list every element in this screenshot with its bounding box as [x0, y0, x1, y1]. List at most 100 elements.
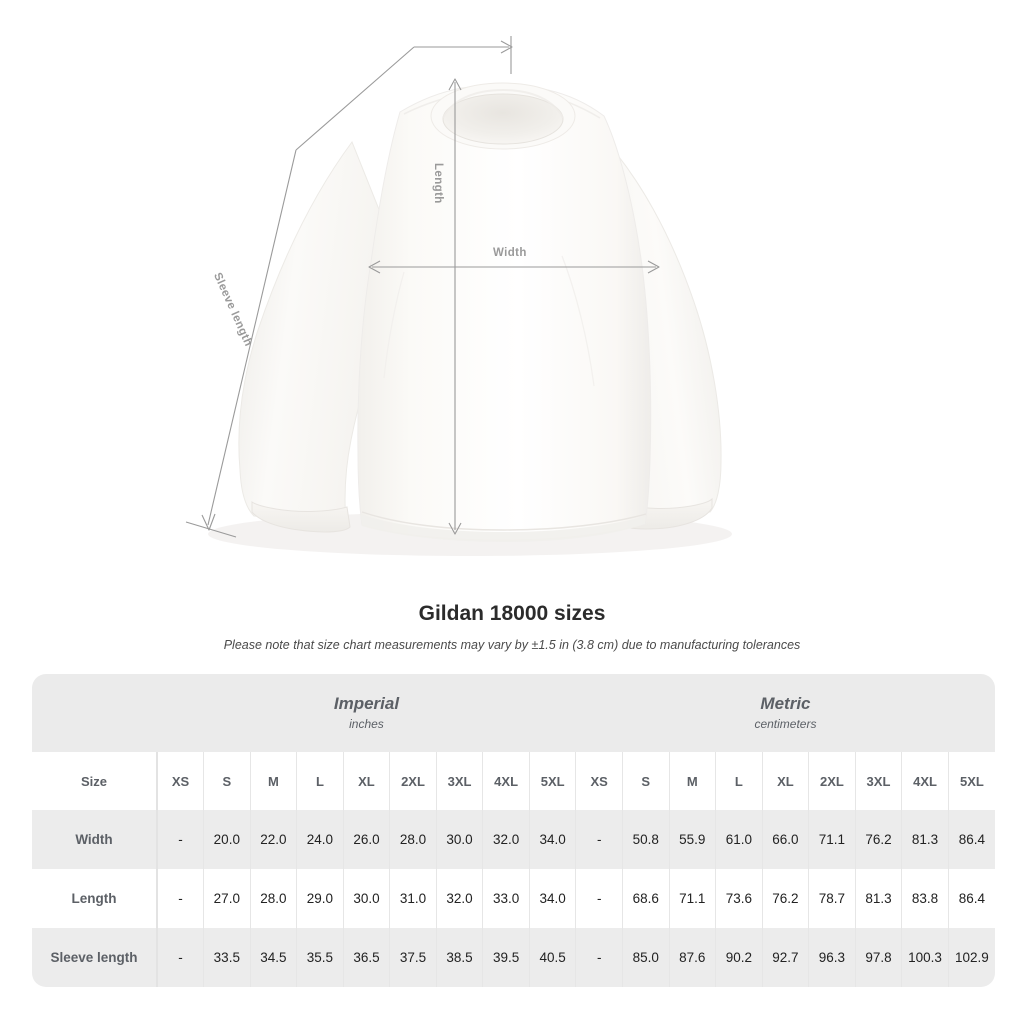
page-title: Gildan 18000 sizes: [418, 602, 606, 625]
table-row: Length -27.0 28.0 29.0 30.0 31.0 32.0 33.0 34.0-…: [32, 869, 995, 928]
length-annotation-label: Length: [432, 163, 444, 204]
measurement-cell: 40.5: [528, 928, 576, 987]
table-row: Width -20.0 22.0 24.0 26.0 28.0 30.0 32.0 34.0-5…: [32, 810, 995, 869]
size-column-header: 2XL: [389, 752, 437, 810]
sleeve-arrowhead-bottom: [201, 513, 216, 531]
measurement-cell: 26.0: [342, 810, 390, 869]
measurement-cell: 29.0: [296, 869, 344, 928]
width-arrowhead-left: [368, 260, 381, 274]
size-header-label: Size: [32, 752, 157, 810]
left-armhole-fold: [383, 271, 405, 379]
size-column-header: M: [668, 752, 716, 810]
unit-system-unit: centimeters: [754, 717, 817, 731]
measurement-cell: 61.0: [715, 810, 763, 869]
measurement-cell: 86.4: [947, 869, 995, 928]
measurement-cell: 33.0: [482, 869, 530, 928]
measurement-cell: 86.4: [947, 810, 995, 869]
measurement-cell: 90.2: [715, 928, 763, 987]
measurement-cell: 24.0: [296, 810, 344, 869]
measurement-cell: 102.9: [947, 928, 995, 987]
measurement-cell: 71.1: [808, 810, 856, 869]
width-arrowhead-right: [647, 260, 660, 274]
measurement-cell: -: [575, 928, 623, 987]
size-column-header: M: [249, 752, 297, 810]
hem-seam: [361, 511, 647, 531]
left-cuff: [251, 501, 351, 533]
size-column-header: S: [203, 752, 251, 810]
sweatshirt-illustration: [185, 36, 732, 556]
unit-system-header-row: Imperial inches Metric centimeters: [32, 674, 995, 752]
measurement-cell: 81.3: [901, 810, 949, 869]
tolerance-note: Please note that size chart measurements…: [223, 638, 801, 652]
sweatshirt-body: [357, 84, 652, 541]
measurement-cell: 31.0: [389, 869, 437, 928]
measurement-cell: 92.7: [761, 928, 809, 987]
product-figure: Length Width Sleeve length: [185, 36, 732, 556]
size-chart-table: Imperial inches Metric centimeters Size XS S M L…: [32, 674, 995, 987]
measurement-cell: 34.0: [528, 869, 576, 928]
measurement-cell: 66.0: [761, 810, 809, 869]
sleeve-shoulder-diagonal: [295, 46, 415, 151]
measurement-cell: -: [156, 928, 204, 987]
measurement-cell: 87.6: [668, 928, 716, 987]
sleeve-arrowhead-top: [500, 40, 513, 54]
measurement-cell: -: [575, 810, 623, 869]
length-arrowhead-bottom: [448, 522, 462, 535]
measurement-cell: 34.5: [249, 928, 297, 987]
measurement-cell: 85.0: [621, 928, 670, 987]
right-armhole-fold: [561, 255, 595, 387]
table-row: Sleeve length -33.5 34.5 35.5 36.5 37.5 38.5 39…: [32, 928, 995, 987]
unit-system-cell: Imperial inches: [157, 674, 576, 752]
size-chart-table-container: Imperial inches Metric centimeters Size XS S M L…: [32, 674, 995, 987]
unit-row-spacer: [32, 674, 157, 752]
bottom-hem: [360, 514, 646, 542]
size-column-header: L: [296, 752, 344, 810]
measurement-cell: 28.0: [389, 810, 437, 869]
measurement-cell: 83.8: [901, 869, 949, 928]
size-column-header: S: [621, 752, 670, 810]
size-column-header: 4XL: [901, 752, 949, 810]
measurement-cell: 30.0: [435, 810, 483, 869]
measurement-row-label: Length: [32, 869, 157, 928]
size-column-header: XS: [575, 752, 623, 810]
measurement-cell: 73.6: [715, 869, 763, 928]
measurement-cell: -: [156, 869, 204, 928]
size-column-header: 4XL: [482, 752, 530, 810]
sleeve-dimension-line: [207, 149, 297, 526]
measurement-cell: 78.7: [808, 869, 856, 928]
measurement-cell: -: [575, 869, 623, 928]
collar-rib: [442, 88, 564, 119]
measurement-cell: 32.0: [435, 869, 483, 928]
size-column-header: XL: [761, 752, 809, 810]
measurement-row-label: Sleeve length: [32, 928, 157, 987]
measurement-cell: 22.0: [249, 810, 297, 869]
size-column-header: 5XL: [947, 752, 995, 810]
unit-system-unit: inches: [349, 717, 384, 731]
measurement-cell: 96.3: [808, 928, 856, 987]
measurement-cell: 27.0: [203, 869, 251, 928]
unit-system-cell: Metric centimeters: [575, 674, 995, 752]
measurement-cell: 37.5: [389, 928, 437, 987]
length-arrowhead-top: [448, 78, 462, 91]
measurement-cell: 28.0: [249, 869, 297, 928]
measurement-cell: 20.0: [203, 810, 251, 869]
size-column-header: 2XL: [808, 752, 856, 810]
measurement-annotations: [185, 36, 660, 538]
collar-inner: [442, 93, 564, 145]
size-column-header: L: [715, 752, 763, 810]
size-column-header: 3XL: [854, 752, 902, 810]
measurement-cell: 39.5: [482, 928, 530, 987]
measurement-cell: 36.5: [342, 928, 390, 987]
size-header-row: Size XS S M L XL 2XL 3XL 4XL 5XL XS S M L XL 2XL 3XL 4XL 5…: [32, 752, 995, 810]
size-column-header: 3XL: [435, 752, 483, 810]
size-column-header: XL: [342, 752, 390, 810]
measurement-cell: 71.1: [668, 869, 716, 928]
size-column-header: XS: [156, 752, 204, 810]
measurement-cell: 35.5: [296, 928, 344, 987]
measurement-cell: 30.0: [342, 869, 390, 928]
measurement-row-label: Width: [32, 810, 157, 869]
measurement-cell: 34.0: [528, 810, 576, 869]
unit-system-name: Imperial: [333, 694, 400, 713]
measurement-cell: 50.8: [621, 810, 670, 869]
measurement-cell: 33.5: [203, 928, 251, 987]
